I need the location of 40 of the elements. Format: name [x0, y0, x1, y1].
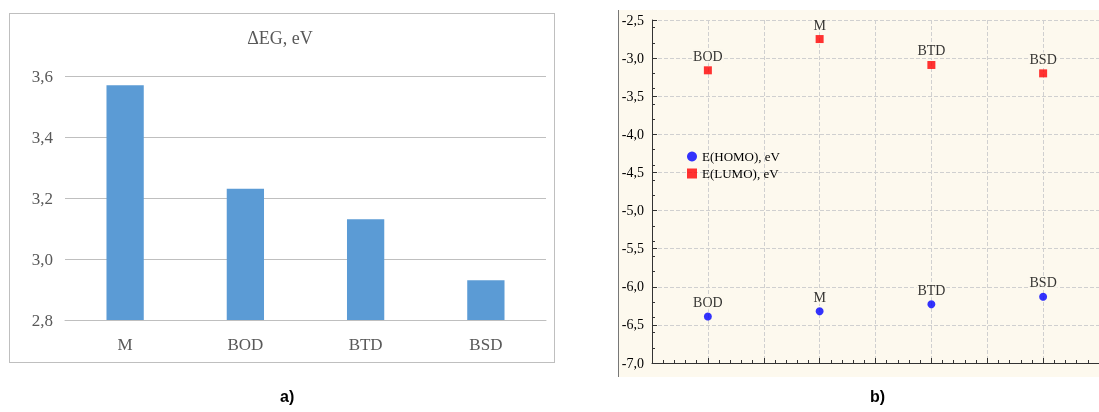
y-tick-label: 2,8 — [31, 310, 53, 330]
x-tick-label: BSD — [469, 335, 503, 354]
x-tick-label: M — [117, 335, 133, 354]
y-tick-label: -5,5 — [621, 241, 644, 257]
category-label: BTD — [917, 43, 946, 59]
y-tick-label: 3,0 — [31, 249, 53, 269]
y-tick-label: -7,0 — [621, 355, 644, 371]
chart-title: ΔEG, eV — [247, 28, 313, 48]
point — [927, 300, 936, 309]
point — [815, 35, 824, 44]
point — [703, 66, 712, 75]
point — [1039, 69, 1048, 78]
category-label: BOD — [693, 48, 723, 64]
y-tick-label: -4,5 — [621, 164, 644, 180]
point — [815, 307, 824, 316]
category-label: BOD — [693, 295, 723, 310]
category-label: M — [813, 17, 826, 33]
y-tick-label: 3,2 — [31, 188, 53, 208]
x-tick-label: BOD — [227, 335, 264, 354]
category-label: BSD — [1029, 275, 1057, 291]
y-tick-label: 3,4 — [31, 127, 54, 147]
point — [1039, 292, 1048, 301]
point — [703, 312, 712, 321]
text: b) — [870, 387, 886, 405]
y-tick-label: -6,5 — [621, 317, 644, 333]
x-tick-label: BTD — [348, 335, 383, 354]
y-tick-label: -6,0 — [621, 279, 644, 295]
category-label: BSD — [1029, 51, 1057, 67]
y-tick-label: -4,0 — [621, 126, 644, 142]
y-tick-label: -5,0 — [621, 203, 644, 219]
y-tick-label: -2,5 — [621, 12, 644, 28]
legend-label: E(LUMO), eV — [702, 166, 780, 181]
y-tick-label: -3,0 — [621, 50, 644, 66]
text: a) — [280, 387, 295, 405]
y-tick-label: 3,6 — [31, 66, 53, 86]
category-label: M — [813, 289, 826, 305]
point — [927, 60, 936, 69]
category-label: BTD — [917, 282, 946, 298]
legend-label: E(HOMO), eV — [702, 149, 781, 164]
y-tick-label: -3,5 — [621, 88, 644, 104]
